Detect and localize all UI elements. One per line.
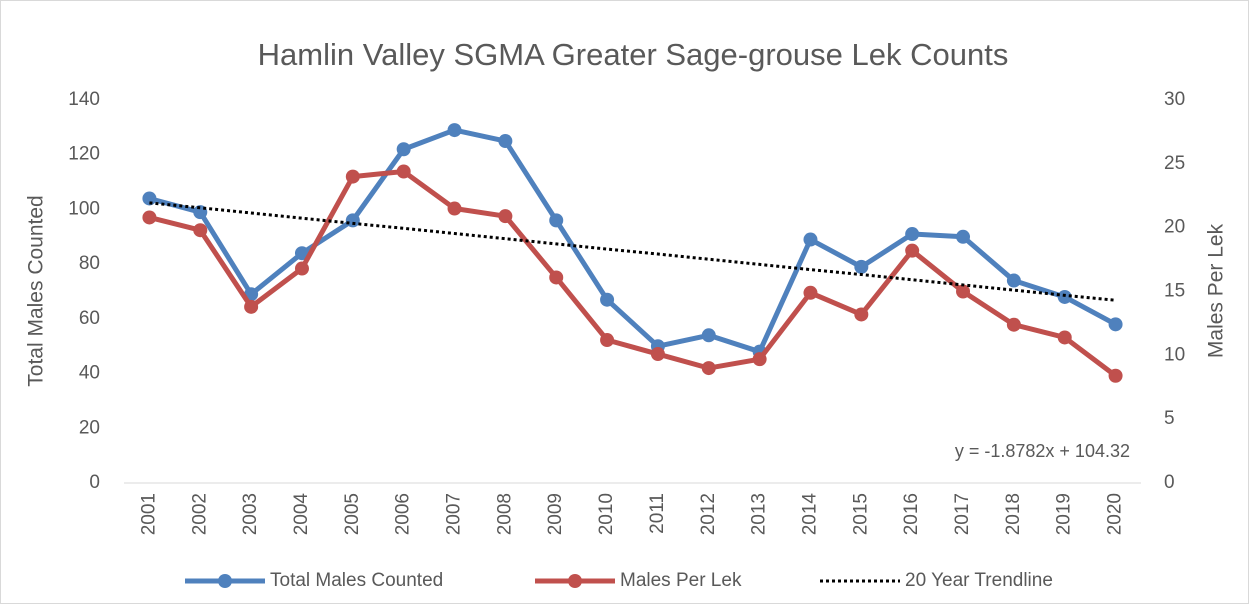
x-tick-label: 2008 (494, 493, 515, 535)
x-tick-label: 2012 (698, 493, 719, 535)
series-line (148, 127, 1117, 355)
series-marker (1006, 273, 1021, 288)
y2-tick-label: 20 (1164, 217, 1185, 238)
y2-tick-label: 15 (1164, 281, 1185, 302)
series-marker (650, 347, 665, 362)
series-marker (142, 191, 157, 206)
series-marker (294, 261, 309, 276)
series-marker (752, 352, 767, 367)
x-tick-label: 2016 (901, 493, 922, 535)
y2-tick-label: 0 (1164, 472, 1175, 493)
x-tick-label: 2013 (749, 493, 770, 535)
x-tick-label: 2010 (596, 493, 617, 535)
series-marker (701, 361, 716, 376)
y2-axis-label: Males Per Lek (1205, 223, 1228, 358)
x-tick-label: 2018 (1003, 493, 1024, 535)
x-tick-label: 2009 (545, 493, 566, 535)
series-marker (193, 223, 208, 238)
series-marker (1057, 289, 1072, 304)
x-tick-label: 2003 (240, 493, 261, 535)
y2-tick-label: 25 (1164, 153, 1185, 174)
series-marker (1108, 368, 1123, 383)
series-marker (244, 299, 259, 314)
series-marker (498, 209, 513, 224)
series-marker (905, 243, 920, 258)
series-marker (345, 213, 360, 228)
legend-label: Total Males Counted (270, 570, 443, 591)
y-tick-label: 60 (79, 308, 100, 329)
series-marker (396, 164, 411, 179)
series-marker (1006, 317, 1021, 332)
legend-label: Males Per Lek (620, 570, 742, 591)
y-tick-label: 120 (68, 144, 100, 165)
x-tick-label: 2006 (393, 493, 414, 535)
series-marker (701, 328, 716, 343)
series-marker (854, 259, 869, 274)
series-marker (294, 246, 309, 261)
series-marker (1108, 317, 1123, 332)
series-line (148, 168, 1118, 378)
y2-tick-label: 30 (1164, 89, 1185, 110)
x-tick-label: 2002 (189, 493, 210, 535)
x-tick-label: 2011 (647, 493, 668, 534)
series-marker (549, 213, 564, 228)
series-marker (345, 169, 360, 184)
x-tick-label: 2007 (444, 493, 465, 535)
x-tick-label: 2001 (138, 493, 159, 535)
series-marker (447, 123, 462, 138)
x-tick-label: 2017 (952, 493, 973, 535)
series-marker (905, 227, 920, 242)
x-tick-label: 2020 (1105, 493, 1126, 535)
y-axis-label: Total Males Counted (25, 195, 48, 386)
series-marker (600, 292, 615, 307)
series-marker (956, 229, 971, 244)
series-marker (600, 333, 615, 348)
series-marker (396, 142, 411, 157)
chart-title: Hamlin Valley SGMA Greater Sage-grouse L… (258, 37, 1009, 72)
y-tick-label: 80 (79, 253, 100, 274)
series-marker (142, 210, 157, 225)
y2-tick-label: 10 (1164, 344, 1185, 365)
y-tick-label: 40 (79, 363, 100, 384)
x-tick-label: 2005 (342, 493, 363, 535)
x-tick-label: 2014 (799, 493, 820, 536)
series-marker (447, 201, 462, 216)
legend-marker (218, 574, 232, 588)
series-marker (803, 285, 818, 300)
x-tick-label: 2015 (850, 493, 871, 535)
series-marker (549, 270, 564, 285)
y-tick-label: 0 (89, 472, 100, 493)
series-marker (1057, 330, 1072, 345)
trend-equation: y = -1.8782x + 104.32 (955, 441, 1130, 461)
y-tick-label: 140 (68, 89, 100, 110)
legend-marker (568, 574, 582, 588)
y2-tick-label: 5 (1164, 408, 1175, 429)
y-tick-label: 20 (79, 417, 100, 438)
series-marker (803, 232, 818, 247)
x-tick-label: 2019 (1054, 493, 1075, 535)
series-marker (498, 134, 513, 149)
series-marker (956, 284, 971, 299)
x-tick-label: 2004 (291, 493, 312, 536)
y-tick-label: 100 (68, 198, 100, 219)
series-marker (854, 307, 869, 322)
legend-label: 20 Year Trendline (905, 570, 1053, 591)
